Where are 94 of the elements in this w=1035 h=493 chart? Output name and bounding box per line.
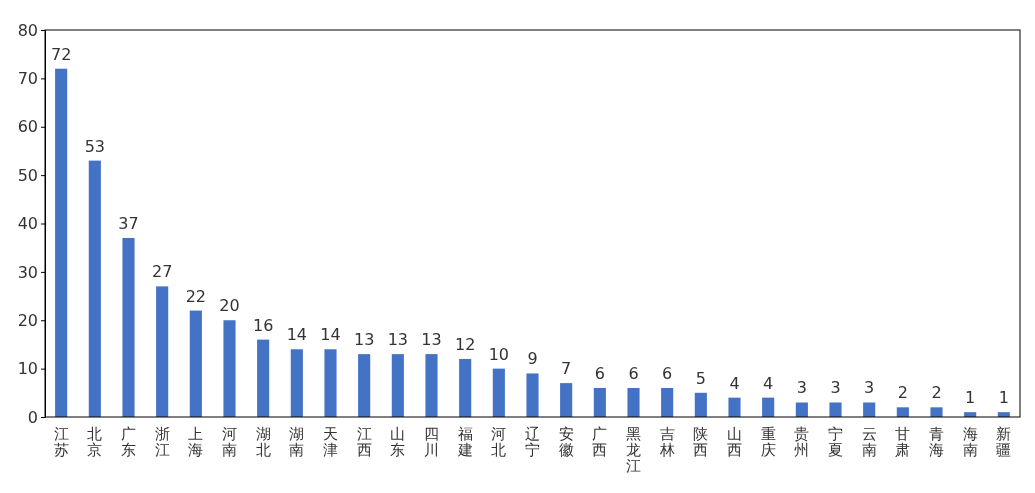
data-label: 16 <box>252 315 274 335</box>
bar <box>762 397 775 417</box>
bar <box>694 392 707 417</box>
x-tick-label: 重庆 <box>760 425 776 459</box>
bar <box>189 310 202 417</box>
x-tick-label: 广东 <box>120 425 136 459</box>
x-tick-label: 陕西 <box>693 425 709 459</box>
data-label: 5 <box>695 368 706 388</box>
bar <box>459 358 472 417</box>
bar <box>290 349 303 417</box>
bar <box>122 238 135 417</box>
bar <box>896 407 909 417</box>
data-label: 6 <box>594 363 605 383</box>
data-label: 22 <box>185 286 207 306</box>
x-tick-label: 青海 <box>929 425 945 459</box>
x-tick-label: 黑龙江 <box>626 425 641 475</box>
y-tick-label: 10 <box>17 359 38 379</box>
data-label: 13 <box>421 330 442 350</box>
bar <box>930 407 943 417</box>
bar <box>795 402 808 417</box>
y-tick-label: 70 <box>17 69 38 88</box>
data-label: 1 <box>998 388 1009 408</box>
bar <box>492 368 505 417</box>
bar <box>88 160 101 417</box>
data-label: 4 <box>763 373 774 393</box>
data-label: 2 <box>931 383 942 403</box>
x-tick-label: 甘肃 <box>895 425 911 459</box>
x-tick-label: 江西 <box>356 425 372 459</box>
data-label: 14 <box>286 325 308 345</box>
data-label: 13 <box>387 330 409 350</box>
data-label: 14 <box>320 325 341 345</box>
y-tick-label: 50 <box>17 165 38 185</box>
x-tick-label: 上海 <box>188 425 204 459</box>
data-label: 2 <box>897 383 908 403</box>
data-label: 10 <box>488 344 510 364</box>
data-label: 72 <box>50 44 72 64</box>
x-tick-label: 天津 <box>323 425 338 459</box>
bar <box>358 354 371 417</box>
bar <box>863 402 876 417</box>
bar <box>728 397 741 417</box>
data-label: 7 <box>561 359 572 379</box>
y-tick-label: 80 <box>17 20 38 40</box>
data-label: 3 <box>830 378 841 398</box>
x-tick-label: 海南 <box>962 425 978 459</box>
bar <box>829 402 842 417</box>
x-tick-label: 江苏 <box>53 425 69 459</box>
x-tick-label: 四川 <box>424 425 439 459</box>
data-label: 12 <box>454 334 476 354</box>
x-tick-label: 广西 <box>592 425 608 459</box>
data-label: 1 <box>965 388 976 408</box>
x-tick-label: 宁夏 <box>828 425 843 459</box>
x-tick-label: 新疆 <box>996 425 1012 459</box>
y-tick-label: 60 <box>17 117 38 137</box>
bar <box>391 354 404 417</box>
bar <box>627 387 640 417</box>
y-tick-label: 20 <box>17 310 38 330</box>
bar <box>526 373 539 417</box>
x-tick-label: 浙江 <box>154 425 170 459</box>
x-tick-label: 吉林 <box>658 425 675 459</box>
x-tick-label: 河南 <box>222 425 237 459</box>
bar <box>560 383 573 417</box>
bar <box>55 68 68 417</box>
x-tick-label: 山东 <box>390 425 406 459</box>
x-tick-label: 湖北 <box>255 425 271 459</box>
data-label: 37 <box>118 214 139 234</box>
x-tick-label: 贵州 <box>794 425 810 459</box>
x-tick-label: 湖南 <box>289 425 305 459</box>
bar <box>593 387 606 417</box>
x-tick-label: 福建 <box>456 425 473 459</box>
x-tick-label: 辽宁 <box>525 425 540 459</box>
data-label: 3 <box>864 378 875 398</box>
x-tick-label: 云南 <box>861 425 877 459</box>
y-tick-label: 0 <box>27 407 38 427</box>
bar <box>156 286 169 417</box>
data-label: 13 <box>353 330 375 350</box>
data-label: 53 <box>84 136 106 156</box>
x-tick-label: 河北 <box>491 425 507 459</box>
x-tick-label: 北京 <box>87 425 103 459</box>
bar <box>223 320 236 417</box>
data-label: 6 <box>662 363 673 383</box>
bar <box>425 354 438 417</box>
data-label: 3 <box>796 378 807 398</box>
data-label: 9 <box>527 349 538 369</box>
y-tick-label: 30 <box>17 262 38 282</box>
data-label: 27 <box>151 262 173 282</box>
bar <box>661 387 674 417</box>
y-tick-label: 40 <box>17 214 38 234</box>
data-label: 6 <box>628 363 639 383</box>
bar <box>324 349 337 417</box>
data-label: 20 <box>219 296 240 316</box>
data-label: 4 <box>729 373 740 393</box>
x-tick-label: 山西 <box>727 425 742 459</box>
bar <box>257 339 270 417</box>
x-tick-label: 安徽 <box>558 425 574 459</box>
